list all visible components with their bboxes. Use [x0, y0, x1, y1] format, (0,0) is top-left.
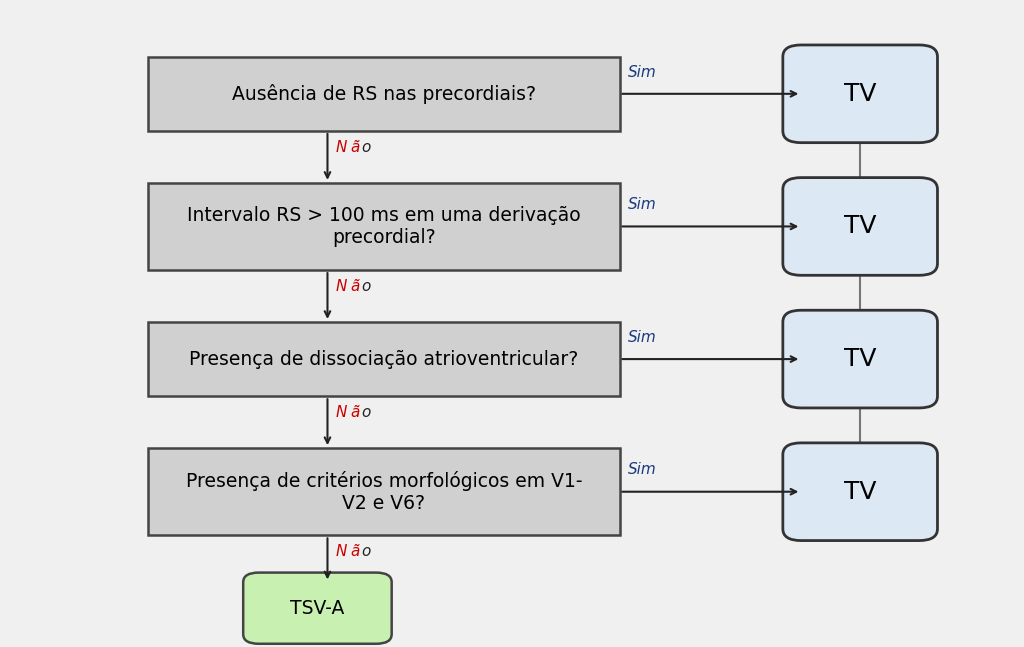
Text: TV: TV — [844, 82, 877, 106]
Text: N: N — [336, 279, 347, 294]
Text: Sim: Sim — [628, 197, 656, 212]
Text: Sim: Sim — [628, 330, 656, 345]
Text: TV: TV — [844, 479, 877, 504]
Bar — [148, 448, 620, 536]
FancyBboxPatch shape — [782, 177, 938, 276]
Text: o: o — [361, 405, 371, 420]
Text: Intervalo RS > 100 ms em uma derivação
precordial?: Intervalo RS > 100 ms em uma derivação p… — [187, 206, 581, 247]
Text: Sim: Sim — [628, 65, 656, 80]
Text: o: o — [361, 279, 371, 294]
FancyBboxPatch shape — [782, 311, 938, 408]
Text: o: o — [361, 544, 371, 559]
Text: TV: TV — [844, 214, 877, 239]
FancyBboxPatch shape — [782, 443, 938, 541]
Text: Presença de critérios morfológicos em V1-
V2 e V6?: Presença de critérios morfológicos em V1… — [185, 471, 583, 512]
Text: ã: ã — [350, 544, 359, 559]
Text: Sim: Sim — [628, 463, 656, 477]
Text: ã: ã — [350, 405, 359, 420]
Text: N: N — [336, 405, 347, 420]
FancyBboxPatch shape — [244, 573, 391, 644]
Text: TV: TV — [844, 347, 877, 371]
Text: o: o — [361, 140, 371, 155]
Text: N: N — [336, 544, 347, 559]
Text: Presença de dissociação atrioventricular?: Presença de dissociação atrioventricular… — [189, 349, 579, 369]
Text: ã: ã — [350, 140, 359, 155]
Text: TSV-A: TSV-A — [290, 598, 345, 618]
FancyBboxPatch shape — [782, 45, 938, 143]
Bar — [148, 57, 620, 131]
Bar — [148, 183, 620, 270]
Text: N: N — [336, 140, 347, 155]
Text: ã: ã — [350, 279, 359, 294]
Text: Ausência de RS nas precordiais?: Ausência de RS nas precordiais? — [232, 84, 536, 104]
Bar — [148, 322, 620, 396]
